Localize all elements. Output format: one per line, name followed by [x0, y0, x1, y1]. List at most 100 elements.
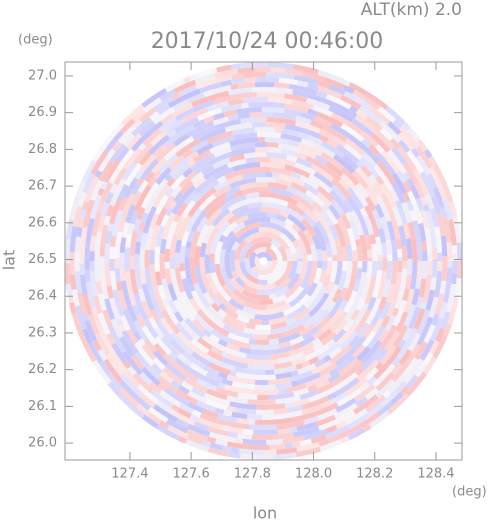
echo-texture	[134, 170, 144, 180]
echo-texture	[207, 356, 236, 372]
echo-texture	[424, 227, 433, 253]
echo-texture	[436, 213, 446, 237]
echo-texture	[226, 405, 237, 413]
echo-texture	[457, 261, 462, 270]
echo-texture	[110, 235, 117, 247]
echo-texture	[402, 261, 408, 270]
echo-texture	[358, 156, 380, 179]
echo-texture	[342, 84, 355, 95]
echo-texture	[321, 203, 330, 212]
echo-texture	[223, 409, 233, 417]
echo-texture	[109, 246, 116, 259]
echo-texture	[333, 318, 348, 336]
echo-texture	[295, 446, 321, 458]
echo-texture	[292, 239, 300, 248]
echo-texture	[187, 402, 205, 414]
echo-texture	[250, 343, 280, 351]
echo-texture	[431, 261, 438, 278]
echo-texture	[295, 352, 305, 360]
echo-texture	[185, 439, 210, 452]
echo-texture	[310, 163, 335, 182]
echo-texture	[255, 156, 271, 163]
echo-texture	[373, 362, 390, 380]
echo-texture	[425, 289, 435, 311]
echo-texture	[397, 131, 415, 151]
echo-texture	[415, 296, 424, 309]
echo-texture	[141, 343, 157, 361]
echo-texture	[227, 114, 239, 122]
echo-texture	[205, 399, 228, 411]
echo-texture	[168, 155, 185, 171]
echo-texture	[133, 292, 148, 321]
echo-texture	[135, 403, 152, 417]
echo-texture	[397, 339, 407, 350]
echo-texture	[386, 149, 407, 175]
echo-texture	[180, 270, 187, 280]
echo-texture	[187, 390, 208, 404]
echo-texture	[68, 194, 81, 221]
echo-texture	[370, 185, 380, 198]
echo-texture	[189, 150, 199, 160]
echo-texture	[139, 247, 146, 271]
echo-texture	[307, 254, 313, 261]
echo-texture	[211, 295, 222, 307]
echo-texture	[231, 204, 249, 216]
echo-texture	[254, 308, 277, 316]
echo-texture	[254, 81, 275, 88]
echo-texture	[406, 178, 415, 188]
echo-texture	[207, 306, 225, 323]
echo-texture	[328, 189, 350, 214]
echo-texture	[270, 67, 287, 74]
echo-texture	[249, 251, 257, 269]
echo-texture	[300, 218, 317, 237]
y-tick-label: 26.7	[28, 179, 57, 194]
echo-texture	[338, 330, 359, 351]
echo-texture	[291, 253, 298, 261]
echo-texture	[163, 287, 173, 302]
echo-texture	[302, 182, 320, 196]
echo-texture	[195, 378, 218, 392]
echo-texture	[319, 439, 343, 452]
echo-texture	[192, 119, 206, 129]
echo-texture	[235, 371, 260, 380]
echo-texture	[278, 331, 301, 344]
echo-texture	[355, 272, 367, 299]
echo-texture	[164, 78, 186, 93]
echo-texture	[278, 143, 301, 153]
echo-texture	[231, 73, 244, 80]
echo-texture	[266, 299, 287, 310]
echo-texture	[109, 143, 127, 164]
echo-texture	[162, 130, 185, 149]
echo-texture	[382, 257, 388, 261]
echo-texture	[254, 379, 269, 385]
echo-texture	[153, 95, 174, 112]
echo-texture	[300, 293, 311, 305]
echo-texture	[273, 432, 294, 440]
echo-texture	[338, 299, 349, 311]
echo-texture	[353, 188, 369, 208]
echo-texture	[179, 245, 186, 264]
echo-texture	[177, 353, 187, 363]
echo-texture	[223, 146, 232, 154]
echo-texture	[277, 204, 305, 222]
echo-texture	[208, 431, 237, 443]
echo-texture	[149, 264, 159, 291]
echo-texture	[147, 175, 158, 188]
echo-texture	[400, 385, 410, 396]
echo-texture	[356, 346, 371, 362]
echo-texture	[326, 261, 333, 276]
echo-texture	[204, 254, 211, 274]
echo-texture	[174, 108, 194, 122]
echo-texture	[316, 111, 344, 128]
echo-texture	[312, 328, 325, 340]
echo-texture	[170, 174, 186, 191]
echo-texture	[214, 264, 226, 287]
echo-texture	[239, 448, 265, 456]
echo-texture	[377, 254, 383, 261]
echo-texture	[245, 353, 265, 361]
echo-texture	[348, 82, 369, 96]
echo-texture	[77, 292, 87, 315]
echo-texture	[377, 261, 383, 271]
echo-texture	[92, 141, 109, 162]
echo-texture	[299, 261, 313, 289]
